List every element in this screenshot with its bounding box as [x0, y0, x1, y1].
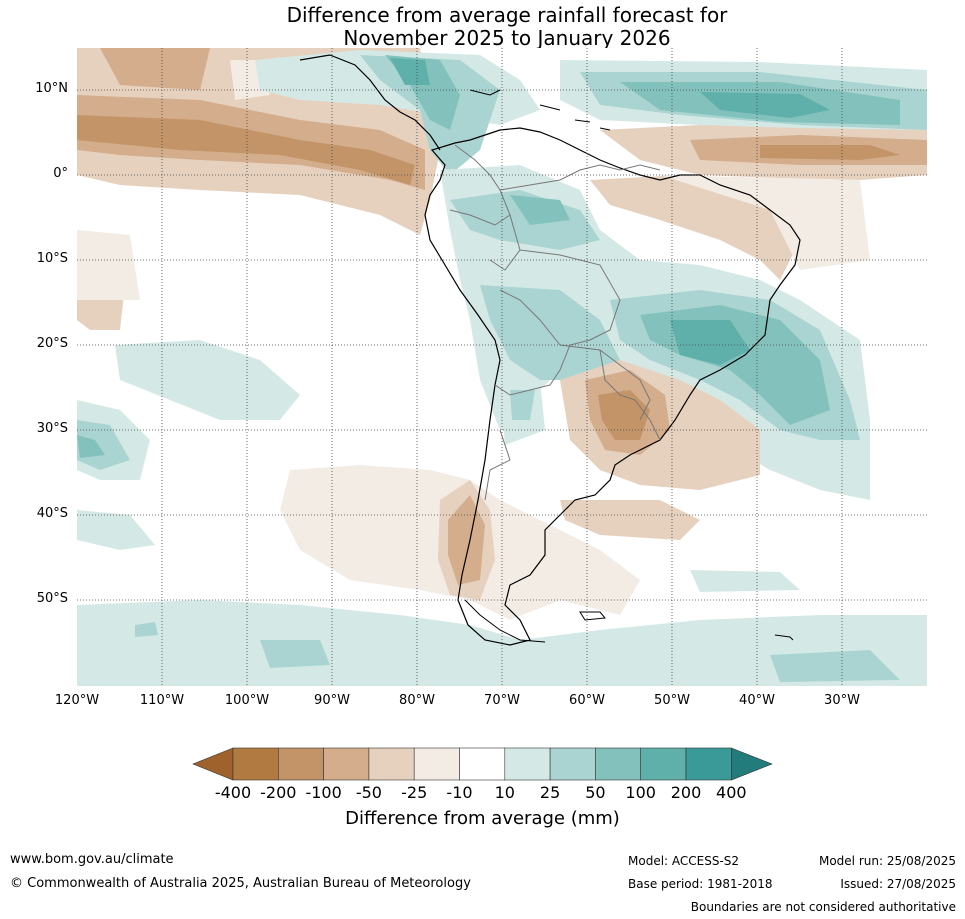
colorbar-swatch — [459, 747, 506, 781]
colorbar — [192, 747, 773, 781]
map-title: Difference from average rainfall forecas… — [0, 4, 965, 50]
colorbar-tick-label: -25 — [401, 783, 428, 802]
colorbar-tick-label: -400 — [214, 783, 252, 802]
longitude-label: 50°W — [654, 693, 690, 708]
wet-region-south-pacific — [115, 340, 300, 420]
colorbar-tick-label: -200 — [260, 783, 297, 802]
latitude-label: 0° — [53, 166, 68, 181]
longitude-label: 40°W — [739, 693, 775, 708]
central-america-coastline — [299, 54, 441, 151]
boundaries-disclaimer: Boundaries are not considered authoritat… — [690, 900, 956, 914]
caribbean-islands — [469, 89, 611, 131]
colorbar-tick-label: 200 — [670, 783, 702, 802]
longitude-label: 120°W — [54, 693, 100, 708]
colorbar-swatch — [413, 747, 460, 781]
longitude-label: 90°W — [314, 693, 350, 708]
colorbar-tick-label: 10 — [494, 783, 515, 802]
website-link[interactable]: www.bom.gov.au/climate — [10, 852, 174, 867]
title-line-2: November 2025 to January 2026 — [343, 26, 671, 50]
colorbar-tick-label: -10 — [446, 783, 473, 802]
colorbar-tick-label: 25 — [539, 783, 561, 802]
colorbar-swatch — [640, 747, 687, 781]
colorbar-title: Difference from average (mm) — [345, 808, 620, 829]
issued-date: Issued: 27/08/2025 — [840, 877, 956, 891]
colorbar-swatch — [323, 747, 370, 781]
base-period: Base period: 1981-2018 — [628, 877, 773, 891]
colorbar-swatch — [232, 747, 279, 781]
colorbar-tick-label: 50 — [585, 783, 606, 802]
colorbar-extend-low — [192, 747, 234, 781]
tierra-del-fuego — [464, 599, 546, 643]
colorbar-swatch — [277, 747, 324, 781]
colorbar-tick-label: -50 — [355, 783, 382, 802]
south-america-coastline — [424, 127, 801, 646]
falkland-islands — [579, 611, 606, 621]
south-georgia — [774, 634, 794, 641]
latitude-label: 50°S — [36, 591, 68, 606]
dry-region-north-pacific-inner — [77, 115, 415, 185]
model-name: Model: ACCESS-S2 — [628, 854, 740, 868]
colorbar-tick-label: 400 — [716, 783, 747, 802]
longitude-label: 60°W — [569, 693, 605, 708]
longitude-label: 100°W — [224, 693, 270, 708]
copyright-notice: © Commonwealth of Australia 2025, Austra… — [10, 876, 471, 891]
longitude-label: 30°W — [824, 693, 860, 708]
latitude-label: 40°S — [36, 506, 68, 521]
title-line-1: Difference from average rainfall forecas… — [286, 3, 728, 27]
latitude-label: 30°S — [36, 421, 68, 436]
colorbar-swatch — [368, 747, 415, 781]
latitude-label: 20°S — [36, 336, 68, 351]
colorbar-swatch — [549, 747, 596, 781]
colorbar-swatch — [685, 747, 732, 781]
colorbar-tick-label: -100 — [305, 783, 342, 802]
colorbar-swatch — [504, 747, 551, 781]
longitude-label: 80°W — [399, 693, 435, 708]
latitude-label: 10°S — [36, 251, 68, 266]
latitude-label: 10°N — [35, 81, 68, 96]
colorbar-swatch — [595, 747, 642, 781]
longitude-label: 110°W — [139, 693, 185, 708]
colorbar-tick-label: 100 — [625, 783, 656, 802]
colorbar-extend-high — [731, 747, 773, 781]
graticule — [77, 48, 927, 686]
model-run-date: Model run: 25/08/2025 — [818, 854, 956, 868]
longitude-label: 70°W — [484, 693, 520, 708]
